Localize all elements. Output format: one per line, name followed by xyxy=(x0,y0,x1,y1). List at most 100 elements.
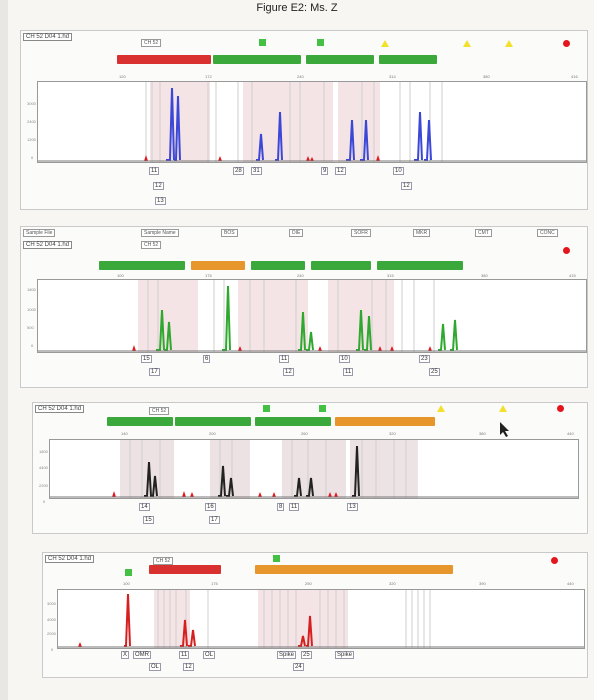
column-header: DIE xyxy=(289,229,304,237)
allele-call-label[interactable]: 28 xyxy=(233,167,244,175)
yellow-triangle-marker xyxy=(505,40,513,47)
scale-label: 250 xyxy=(305,581,312,586)
y-axis-label: 0 xyxy=(51,647,54,652)
scale-label: 240 xyxy=(297,74,304,79)
scale-label: 172 xyxy=(205,74,212,79)
y-axis-label: 4000 xyxy=(47,617,56,622)
y-axis-label: 1200 xyxy=(27,137,36,142)
marker-bar[interactable] xyxy=(255,565,453,574)
red-dot-marker xyxy=(563,40,570,47)
sample-file-header: Sample File xyxy=(23,229,56,237)
electropherogram-panel-3: CH 52 D04 1.hd CH 52 140 200 260 320 380… xyxy=(32,402,588,534)
marker-bar[interactable] xyxy=(213,55,301,64)
allele-call-label[interactable]: 13 xyxy=(155,197,166,205)
sample-name-tag: CH 52 xyxy=(149,407,170,415)
allele-call-label[interactable]: 15 xyxy=(141,355,152,363)
allele-call-label[interactable]: 12 xyxy=(153,182,164,190)
column-header: BOS xyxy=(221,229,238,237)
green-square-marker xyxy=(273,555,280,562)
trace-plot[interactable] xyxy=(37,81,587,163)
trace-plot[interactable] xyxy=(37,279,587,353)
marker-bar[interactable] xyxy=(117,55,211,64)
y-axis-label: 4400 xyxy=(39,465,48,470)
y-axis-label: 2200 xyxy=(39,483,48,488)
allele-call-label[interactable]: 10 xyxy=(339,355,350,363)
allele-call-label[interactable]: 31 xyxy=(251,167,262,175)
green-square-marker xyxy=(259,39,266,46)
green-square-marker xyxy=(317,39,324,46)
allele-call-label[interactable]: 12 xyxy=(283,368,294,376)
marker-bar[interactable] xyxy=(306,55,374,64)
allele-call-label[interactable]: X xyxy=(121,651,130,659)
allele-call-label[interactable]: 11 xyxy=(343,368,354,376)
trace-plot[interactable] xyxy=(49,439,579,499)
panel-title: CH 52 D04 1.hd xyxy=(45,555,95,563)
marker-bar[interactable] xyxy=(191,261,245,270)
allele-call-label[interactable]: OMR xyxy=(133,651,151,659)
allele-call-label[interactable]: 25 xyxy=(429,368,440,376)
allele-call-label[interactable]: 16 xyxy=(205,503,216,511)
electropherogram-panel-2: Sample File CH 52 D04 1.hd Sample Name C… xyxy=(20,226,588,388)
trace-svg xyxy=(38,280,586,352)
marker-bar[interactable] xyxy=(335,417,435,426)
allele-call-label[interactable]: Spike xyxy=(277,651,297,659)
electropherogram-panel-1: CH 52 D04 1.hd CH 52 120 172 240 314 380… xyxy=(20,30,588,210)
allele-call-label[interactable]: 9 xyxy=(321,167,329,175)
y-axis-label: 1000 xyxy=(27,307,36,312)
marker-bar[interactable] xyxy=(379,55,437,64)
allele-call-label[interactable]: 10 xyxy=(393,167,404,175)
allele-call-label[interactable]: 12 xyxy=(183,663,194,671)
marker-bar[interactable] xyxy=(149,565,221,574)
marker-bar[interactable] xyxy=(99,261,185,270)
allele-call-label[interactable]: 17 xyxy=(149,368,160,376)
allele-call-label[interactable]: 13 xyxy=(347,503,358,511)
panel-title: CH 52 D04 1.hd xyxy=(23,241,73,249)
column-header: SOFR xyxy=(351,229,371,237)
scale-label: 440 xyxy=(567,581,574,586)
marker-bar[interactable] xyxy=(255,417,331,426)
allele-call-label[interactable]: Spike xyxy=(335,651,355,659)
column-header: MKR xyxy=(413,229,431,237)
scale-label: 380 xyxy=(481,273,488,278)
y-axis-label: 500 xyxy=(27,325,34,330)
allele-call-label[interactable]: 17 xyxy=(209,516,220,524)
scale-label: 320 xyxy=(389,581,396,586)
scale-label: 120 xyxy=(119,74,126,79)
y-axis-label: 0 xyxy=(43,499,46,504)
yellow-triangle-marker xyxy=(437,405,445,412)
allele-call-label[interactable]: 23 xyxy=(419,355,430,363)
allele-call-label[interactable]: 12 xyxy=(401,182,412,190)
allele-call-label[interactable]: 11 xyxy=(289,503,300,511)
sample-name-value: CH 52 xyxy=(141,241,162,249)
allele-call-label[interactable]: 15 xyxy=(143,516,154,524)
column-header: CONC xyxy=(537,229,558,237)
y-axis-label: 2000 xyxy=(47,631,56,636)
marker-bar[interactable] xyxy=(377,261,463,270)
allele-call-label[interactable]: OL xyxy=(203,651,216,659)
allele-call-label[interactable]: 8 xyxy=(277,503,285,511)
marker-bar[interactable] xyxy=(107,417,173,426)
green-square-marker xyxy=(125,569,132,576)
allele-call-label[interactable]: 25 xyxy=(301,651,312,659)
marker-bar[interactable] xyxy=(251,261,305,270)
allele-call-label[interactable]: 6 xyxy=(203,355,211,363)
y-axis-label: 1800 xyxy=(27,287,36,292)
trace-plot[interactable] xyxy=(57,589,585,649)
scale-label: 175 xyxy=(205,273,212,278)
allele-call-label[interactable]: 11 xyxy=(149,167,160,175)
scale-label: 415 xyxy=(569,273,576,278)
marker-bar[interactable] xyxy=(311,261,371,270)
yellow-triangle-marker xyxy=(463,40,471,47)
allele-call-label[interactable]: OL xyxy=(149,663,162,671)
sample-name-tag: CH 52 xyxy=(153,557,174,565)
allele-call-label[interactable]: 11 xyxy=(279,355,290,363)
allele-call-label[interactable]: 12 xyxy=(335,167,346,175)
y-axis-label: 3000 xyxy=(27,101,36,106)
marker-bar[interactable] xyxy=(175,417,251,426)
allele-call-label[interactable]: 14 xyxy=(139,503,150,511)
yellow-triangle-marker xyxy=(499,405,507,412)
allele-call-label[interactable]: 11 xyxy=(179,651,190,659)
scale-label: 380 xyxy=(483,74,490,79)
scale-label: 200 xyxy=(209,431,216,436)
allele-call-label[interactable]: 24 xyxy=(293,663,304,671)
